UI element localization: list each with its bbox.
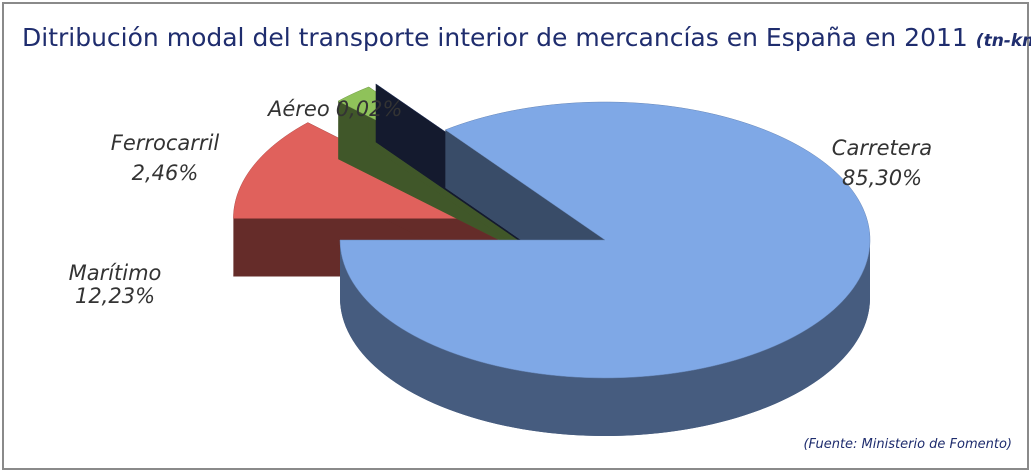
slice-side	[340, 240, 870, 436]
value-label: 0,02%	[336, 97, 403, 121]
title: Ditribución modal del transporte interio…	[22, 23, 968, 52]
category-label: Marítimo	[69, 261, 162, 285]
chart-title: Ditribución modal del transporte interio…	[22, 23, 1031, 52]
source: (Fuente: Ministerio de Fomento)	[803, 437, 1012, 452]
value-label: 2,46%	[132, 161, 199, 185]
slice	[339, 101, 871, 379]
pie	[233, 83, 871, 436]
value-label: 85,30%	[842, 166, 922, 190]
data-label: Aéreo 0,02%	[266, 97, 402, 121]
value-label: 12,23%	[75, 284, 155, 308]
slice	[339, 101, 871, 436]
category-label: Aéreo	[266, 97, 330, 121]
category-label: Ferrocarril	[111, 131, 220, 155]
category-label: Carretera	[832, 136, 932, 160]
subtitle: (tn-km)	[976, 31, 1031, 51]
